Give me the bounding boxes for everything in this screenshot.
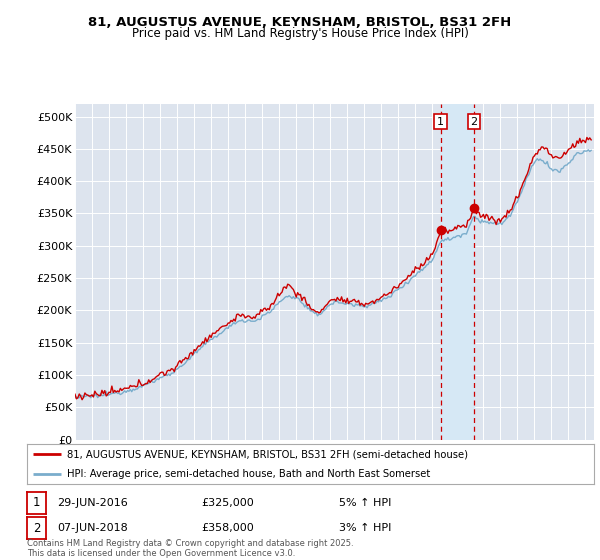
Text: Contains HM Land Registry data © Crown copyright and database right 2025.
This d: Contains HM Land Registry data © Crown c… bbox=[27, 539, 353, 558]
Text: 5% ↑ HPI: 5% ↑ HPI bbox=[339, 498, 391, 508]
Text: 81, AUGUSTUS AVENUE, KEYNSHAM, BRISTOL, BS31 2FH (semi-detached house): 81, AUGUSTUS AVENUE, KEYNSHAM, BRISTOL, … bbox=[67, 449, 467, 459]
Text: 2: 2 bbox=[33, 521, 40, 535]
Text: 1: 1 bbox=[437, 116, 444, 127]
Text: 3% ↑ HPI: 3% ↑ HPI bbox=[339, 523, 391, 533]
Text: 29-JUN-2016: 29-JUN-2016 bbox=[57, 498, 128, 508]
Text: 2: 2 bbox=[470, 116, 478, 127]
Text: 81, AUGUSTUS AVENUE, KEYNSHAM, BRISTOL, BS31 2FH: 81, AUGUSTUS AVENUE, KEYNSHAM, BRISTOL, … bbox=[88, 16, 512, 29]
Text: £358,000: £358,000 bbox=[201, 523, 254, 533]
Bar bbox=[440, 104, 474, 440]
Text: HPI: Average price, semi-detached house, Bath and North East Somerset: HPI: Average price, semi-detached house,… bbox=[67, 469, 430, 479]
Text: Price paid vs. HM Land Registry's House Price Index (HPI): Price paid vs. HM Land Registry's House … bbox=[131, 27, 469, 40]
Text: 07-JUN-2018: 07-JUN-2018 bbox=[57, 523, 128, 533]
Text: 1: 1 bbox=[33, 496, 40, 510]
Text: £325,000: £325,000 bbox=[201, 498, 254, 508]
